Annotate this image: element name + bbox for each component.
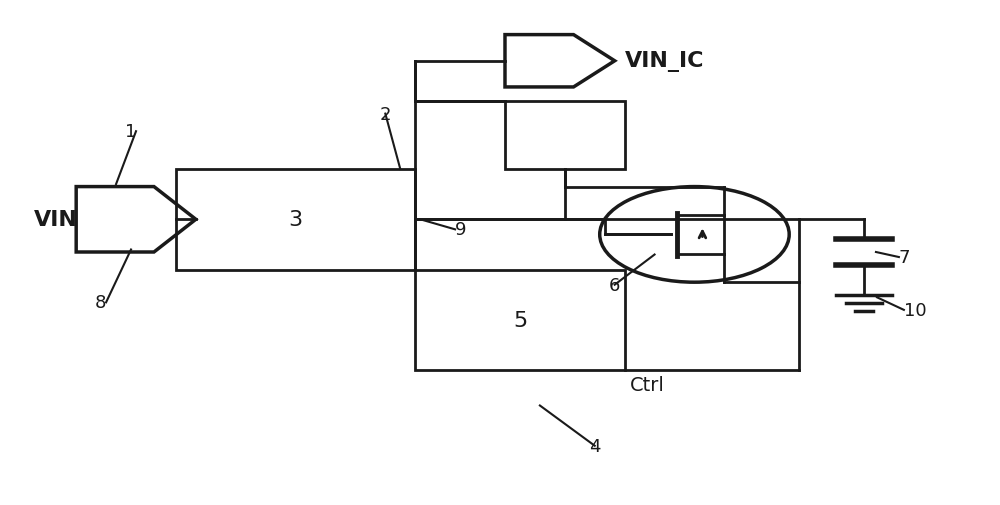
- Text: 6: 6: [609, 276, 620, 294]
- Text: 8: 8: [95, 294, 106, 312]
- Bar: [415, 270, 625, 371]
- Bar: [505, 102, 625, 170]
- Text: 4: 4: [589, 437, 600, 455]
- Text: 1: 1: [125, 123, 136, 141]
- Text: 2: 2: [380, 106, 391, 123]
- Text: Ctrl: Ctrl: [630, 376, 665, 394]
- Text: 9: 9: [455, 221, 467, 239]
- Text: 10: 10: [904, 301, 926, 319]
- Text: 5: 5: [513, 310, 527, 330]
- Text: 3: 3: [289, 210, 303, 230]
- Bar: [176, 170, 415, 270]
- Text: VIN: VIN: [34, 210, 78, 230]
- Text: 7: 7: [899, 248, 910, 267]
- Text: VIN_IC: VIN_IC: [625, 51, 704, 72]
